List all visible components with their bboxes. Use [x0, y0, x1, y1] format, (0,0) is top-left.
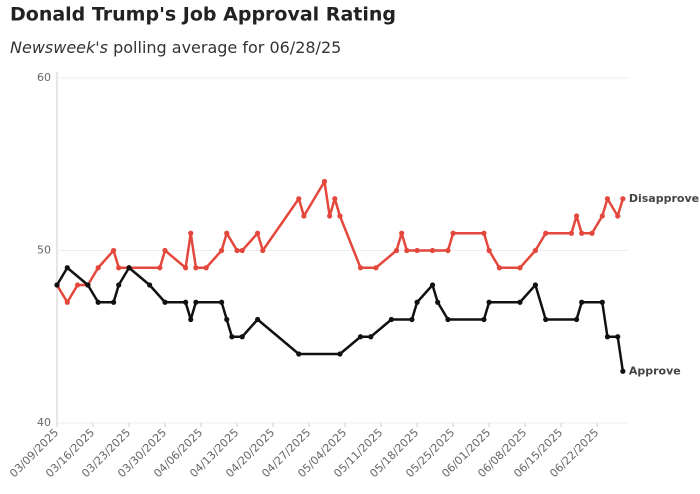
data-point — [615, 213, 621, 219]
series-label: Disapprove — [629, 192, 699, 205]
data-point — [110, 299, 117, 305]
data-point — [74, 282, 81, 288]
data-point — [357, 265, 364, 271]
data-point — [162, 247, 168, 254]
data-point — [85, 282, 91, 288]
data-point — [146, 282, 153, 288]
chart-subtitle: Newsweek's polling average for 06/28/25 — [10, 38, 341, 57]
data-point — [414, 247, 420, 254]
data-point — [445, 247, 451, 254]
data-point — [260, 247, 266, 254]
data-point — [224, 316, 230, 323]
data-point — [234, 247, 240, 254]
data-point — [404, 247, 410, 254]
y-tick-label: 50 — [37, 244, 51, 257]
data-point — [393, 247, 400, 254]
data-point — [357, 334, 364, 340]
data-point — [486, 299, 492, 305]
data-point — [573, 213, 580, 219]
data-point — [54, 282, 60, 288]
data-point — [337, 351, 343, 357]
data-point — [296, 351, 302, 357]
data-point — [496, 265, 502, 271]
data-point — [517, 299, 523, 305]
data-point — [409, 316, 415, 323]
data-point — [183, 265, 189, 271]
data-point — [429, 282, 436, 288]
data-point — [64, 299, 70, 305]
data-point — [399, 230, 405, 236]
data-point — [435, 299, 441, 305]
data-point — [188, 316, 194, 323]
data-point — [337, 213, 343, 219]
y-tick-label: 40 — [37, 416, 51, 429]
data-point — [219, 247, 225, 254]
data-point — [579, 299, 585, 305]
data-point — [193, 299, 199, 305]
data-point — [321, 178, 328, 185]
data-point — [604, 334, 611, 340]
data-point — [126, 265, 132, 271]
series-line — [55, 266, 625, 372]
data-point — [95, 265, 101, 271]
data-point — [620, 368, 626, 374]
data-point — [445, 316, 451, 323]
data-point — [543, 230, 549, 236]
subtitle-text: polling average for 06/28/25 — [113, 38, 341, 57]
data-point — [188, 230, 194, 236]
data-point — [239, 334, 245, 340]
data-point — [486, 247, 492, 254]
data-point — [301, 213, 307, 219]
data-point — [64, 265, 70, 271]
data-point — [568, 230, 575, 236]
series-line — [55, 180, 625, 304]
data-point — [296, 196, 302, 202]
data-point — [110, 247, 117, 254]
data-point — [599, 213, 605, 219]
data-point — [532, 247, 539, 254]
data-point — [388, 316, 394, 323]
data-point — [589, 230, 595, 236]
data-point — [532, 282, 539, 288]
data-point — [368, 334, 374, 340]
data-point — [579, 230, 585, 236]
data-point — [481, 230, 487, 236]
data-point — [604, 196, 611, 202]
data-point — [255, 230, 261, 236]
data-point — [517, 265, 523, 271]
data-point — [157, 265, 163, 271]
data-point — [162, 299, 168, 305]
subtitle-source: Newsweek's — [10, 38, 108, 57]
data-point — [229, 334, 235, 340]
data-point — [573, 316, 580, 323]
data-point — [95, 299, 101, 305]
data-point — [183, 299, 189, 305]
data-point — [224, 230, 230, 236]
data-point — [620, 196, 626, 202]
data-point — [450, 230, 456, 236]
data-point — [203, 265, 209, 271]
data-point — [414, 299, 420, 305]
data-point — [615, 334, 621, 340]
data-point — [116, 265, 122, 271]
chart-title: Donald Trump's Job Approval Rating — [10, 4, 396, 26]
data-point — [239, 247, 245, 254]
data-point — [327, 213, 333, 219]
data-point — [599, 299, 605, 305]
y-tick-label: 60 — [37, 71, 51, 84]
data-point — [429, 247, 436, 254]
data-point — [373, 265, 379, 271]
data-point — [481, 316, 487, 323]
data-point — [116, 282, 122, 288]
data-point — [219, 299, 225, 305]
data-point — [193, 265, 199, 271]
data-point — [255, 316, 261, 323]
data-point — [543, 316, 549, 323]
series-label: Approve — [629, 364, 681, 377]
data-point — [332, 196, 338, 202]
